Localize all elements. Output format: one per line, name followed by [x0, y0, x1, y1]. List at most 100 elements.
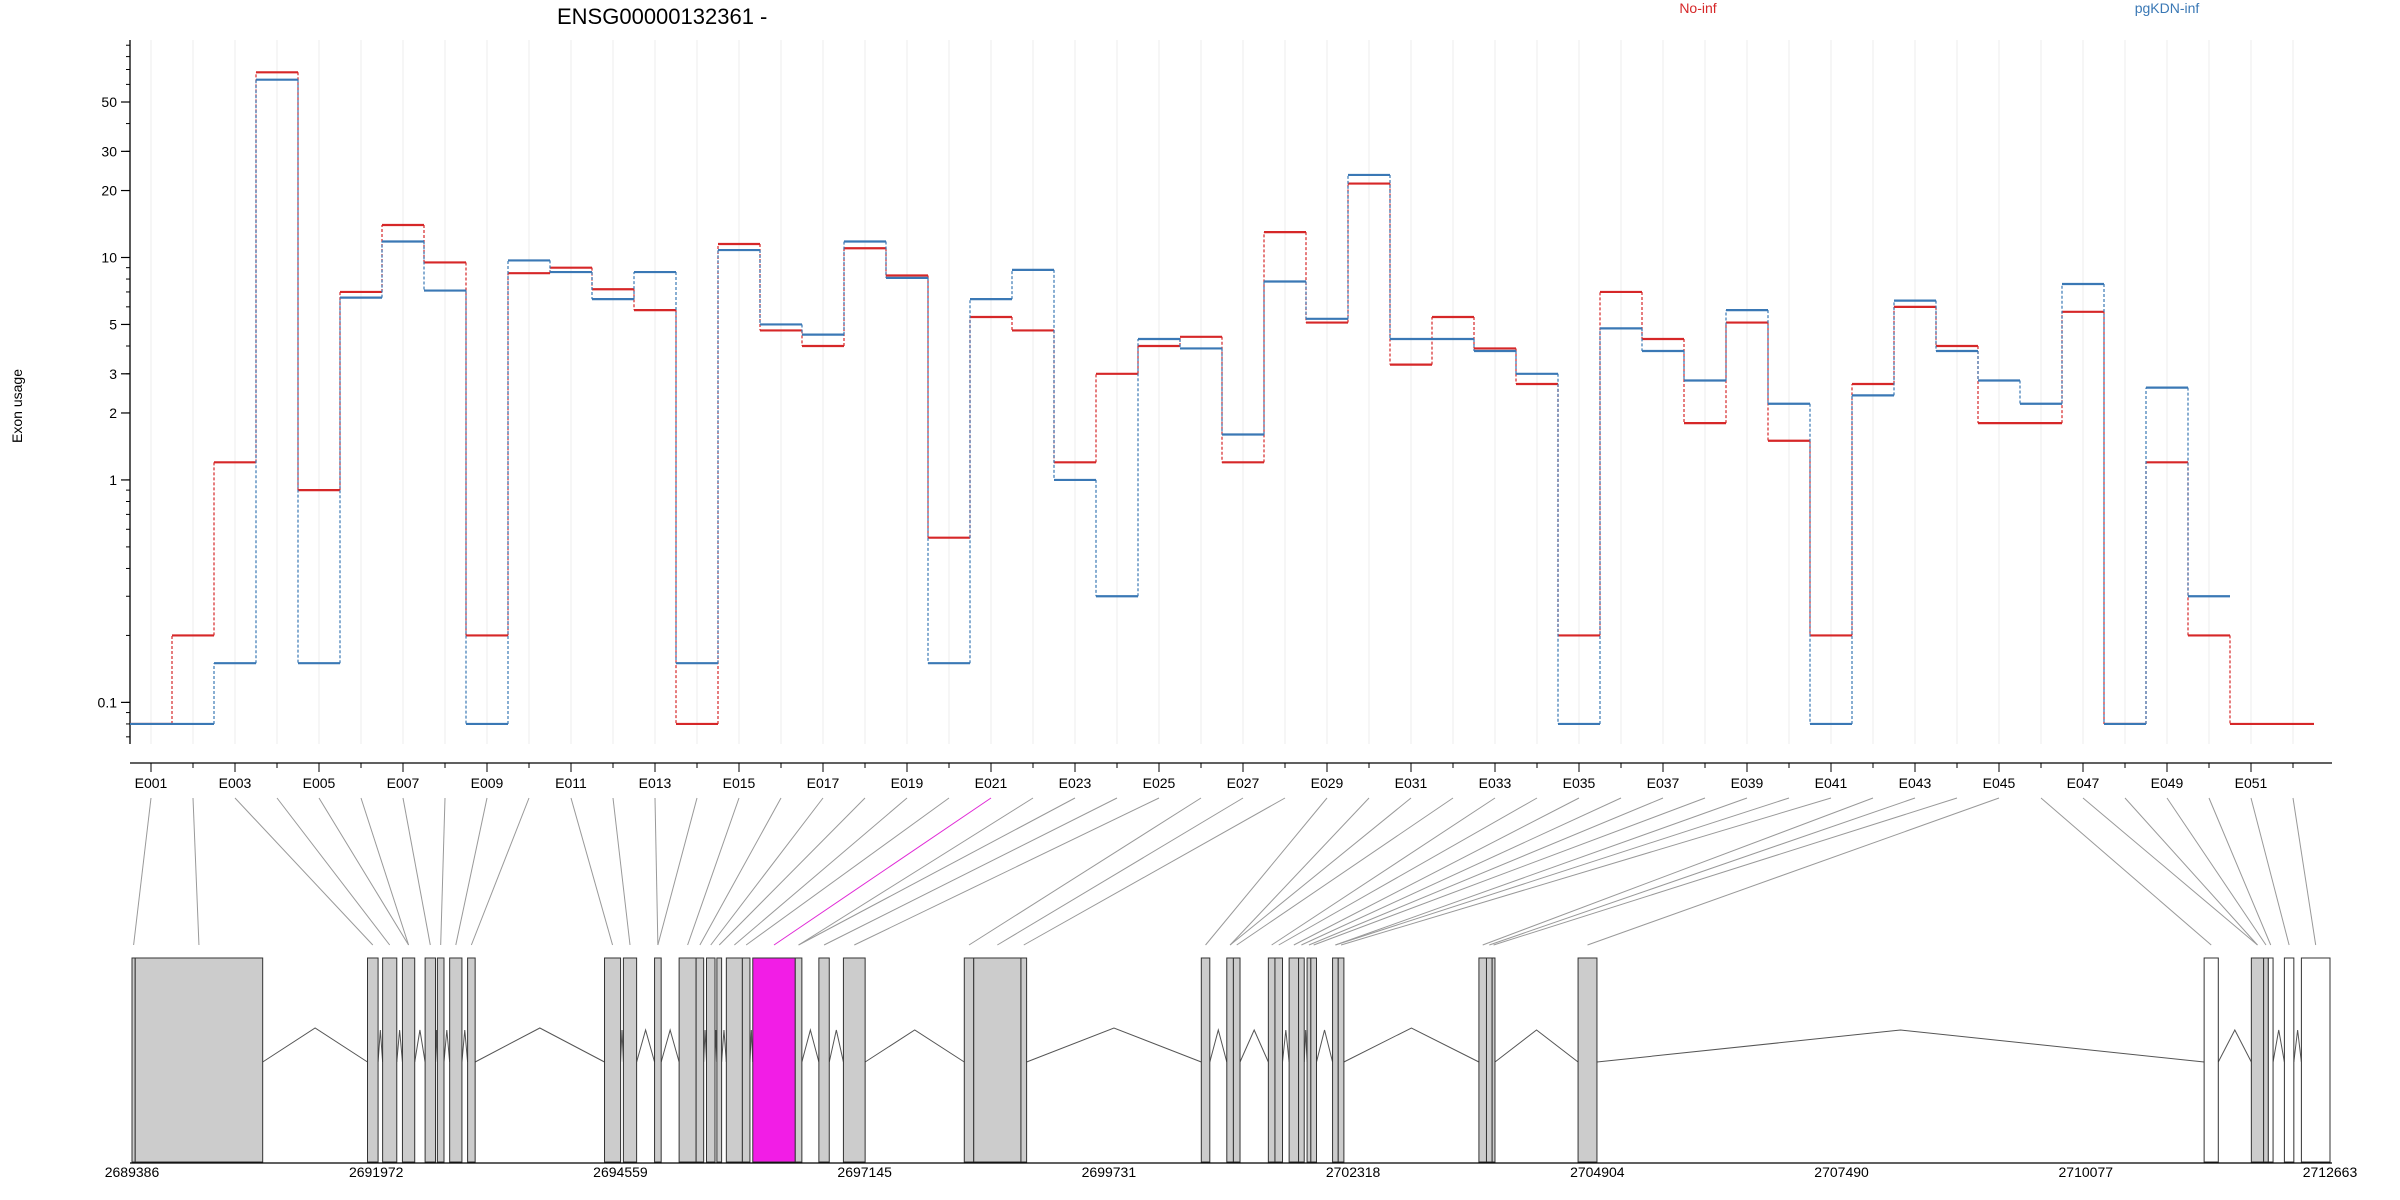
exon-box	[622, 957, 638, 1163]
exon-box	[436, 957, 445, 1163]
x-tick-label: E015	[723, 775, 756, 791]
exon-connector	[234, 797, 374, 946]
intron-line	[2293, 1029, 2302, 1063]
y-tick-label: 2	[109, 405, 117, 421]
intron-line	[721, 1029, 727, 1063]
coordinate-label: 2704904	[1570, 1164, 1625, 1180]
intron-line	[636, 1028, 656, 1063]
exon-box	[752, 957, 796, 1163]
exon-connector	[687, 797, 740, 946]
exon-connector	[470, 797, 530, 946]
x-tick-label: E005	[303, 775, 336, 791]
x-tick-label: E047	[2067, 775, 2100, 791]
coordinate-label: 2699731	[1082, 1164, 1137, 1180]
intron-line	[1026, 1027, 1202, 1063]
intron-line	[377, 1029, 384, 1063]
coordinate-label: 2697145	[837, 1164, 892, 1180]
exon-connector	[612, 797, 631, 946]
exon-connector	[718, 797, 866, 946]
exon-connector	[2082, 797, 2258, 946]
intron-line	[1282, 1029, 1290, 1063]
exon-box	[2300, 957, 2331, 1163]
exon-connector	[1236, 797, 1454, 946]
exon-box	[1200, 957, 1211, 1163]
intron-line	[461, 1029, 469, 1063]
exon-box	[695, 957, 705, 1163]
exon-connector	[968, 797, 1202, 946]
exon-connector	[1313, 797, 1706, 946]
exon-connector	[2124, 797, 2258, 946]
x-tick-label: E007	[387, 775, 420, 791]
exon-box	[367, 957, 379, 1163]
coordinate-label: 2691972	[349, 1164, 404, 1180]
exon-box	[1298, 957, 1305, 1163]
series-lines	[130, 71, 2314, 726]
exon-connector	[1308, 797, 1664, 946]
exon-box	[1337, 957, 1345, 1163]
exon-box	[2267, 957, 2274, 1163]
y-tick-label: 30	[101, 143, 117, 159]
y-tick-label: 1	[109, 472, 117, 488]
exon-connector	[1023, 797, 1286, 946]
exon-box	[2250, 957, 2265, 1163]
exon-connector	[1493, 797, 1958, 946]
genomic-coordinate-axis: 2689386 2691972 2694559 2697145 2699731 27023…	[105, 1162, 2357, 1180]
exon-box	[725, 957, 743, 1163]
x-tick-label: E017	[807, 775, 840, 791]
exon-connector	[455, 797, 488, 946]
x-tick-label: E019	[891, 775, 924, 791]
exon-connector	[2208, 797, 2272, 946]
x-tick-label: E011	[555, 775, 587, 791]
exon-connector	[997, 797, 1244, 946]
y-tick-label: 3	[109, 366, 117, 382]
exon-box	[1310, 957, 1318, 1163]
y-tick-label: 20	[101, 183, 117, 199]
intron-line	[443, 1029, 451, 1063]
intron-line	[2217, 1028, 2252, 1063]
exon-box	[1485, 957, 1493, 1163]
exon-connector	[773, 797, 992, 946]
exon-connector	[1335, 797, 1790, 946]
intron-line	[828, 1029, 844, 1063]
exon-box	[401, 957, 416, 1163]
exon-box	[794, 957, 803, 1163]
x-tick-label: E033	[1479, 775, 1512, 791]
exon-connector	[1335, 797, 1748, 946]
intron-line	[1596, 1029, 2205, 1063]
exon-connector	[2040, 797, 2212, 946]
exon-box	[1020, 957, 1028, 1163]
series-no-inf	[130, 71, 2314, 726]
intron-line	[801, 1028, 820, 1063]
exon-connector	[710, 797, 824, 946]
coordinate-label: 2710077	[2059, 1164, 2114, 1180]
vertical-grid-lines	[150, 40, 2294, 744]
x-tick-label: E009	[471, 775, 504, 791]
x-tick-label: E023	[1059, 775, 1092, 791]
exon-connector	[360, 797, 410, 946]
exon-connector	[823, 797, 1118, 946]
exon-box	[449, 957, 463, 1163]
exon-connector	[2250, 797, 2290, 946]
exon-connector	[1301, 797, 1622, 946]
y-tick-label: 50	[101, 94, 117, 110]
exon-connector	[854, 797, 1160, 946]
exon-box	[1491, 957, 1496, 1163]
exon-box	[818, 957, 830, 1163]
exon-box	[705, 957, 716, 1163]
exon-connector	[798, 797, 1034, 946]
exon-connector	[570, 797, 614, 946]
intron-line	[474, 1027, 605, 1063]
x-axis: E001 E003 E005 E007 E009 E011 E013 E015 E017 E019…	[130, 762, 2332, 791]
x-tick-label: E049	[2151, 775, 2184, 791]
intron-line	[1494, 1029, 1579, 1063]
x-tick-label: E037	[1647, 775, 1680, 791]
exon-connector-lines	[133, 797, 2317, 946]
x-tick-label: E035	[1563, 775, 1596, 791]
exon-box	[604, 957, 622, 1163]
exon-box	[2283, 957, 2295, 1163]
exon-box	[973, 957, 1022, 1163]
exon-connector	[1229, 797, 1370, 946]
coordinate-label: 2707490	[1814, 1164, 1869, 1180]
y-axis: 0.1 1 2 3 5 10 20 30 50	[98, 40, 131, 744]
coordinate-label: 2689386	[105, 1164, 160, 1180]
